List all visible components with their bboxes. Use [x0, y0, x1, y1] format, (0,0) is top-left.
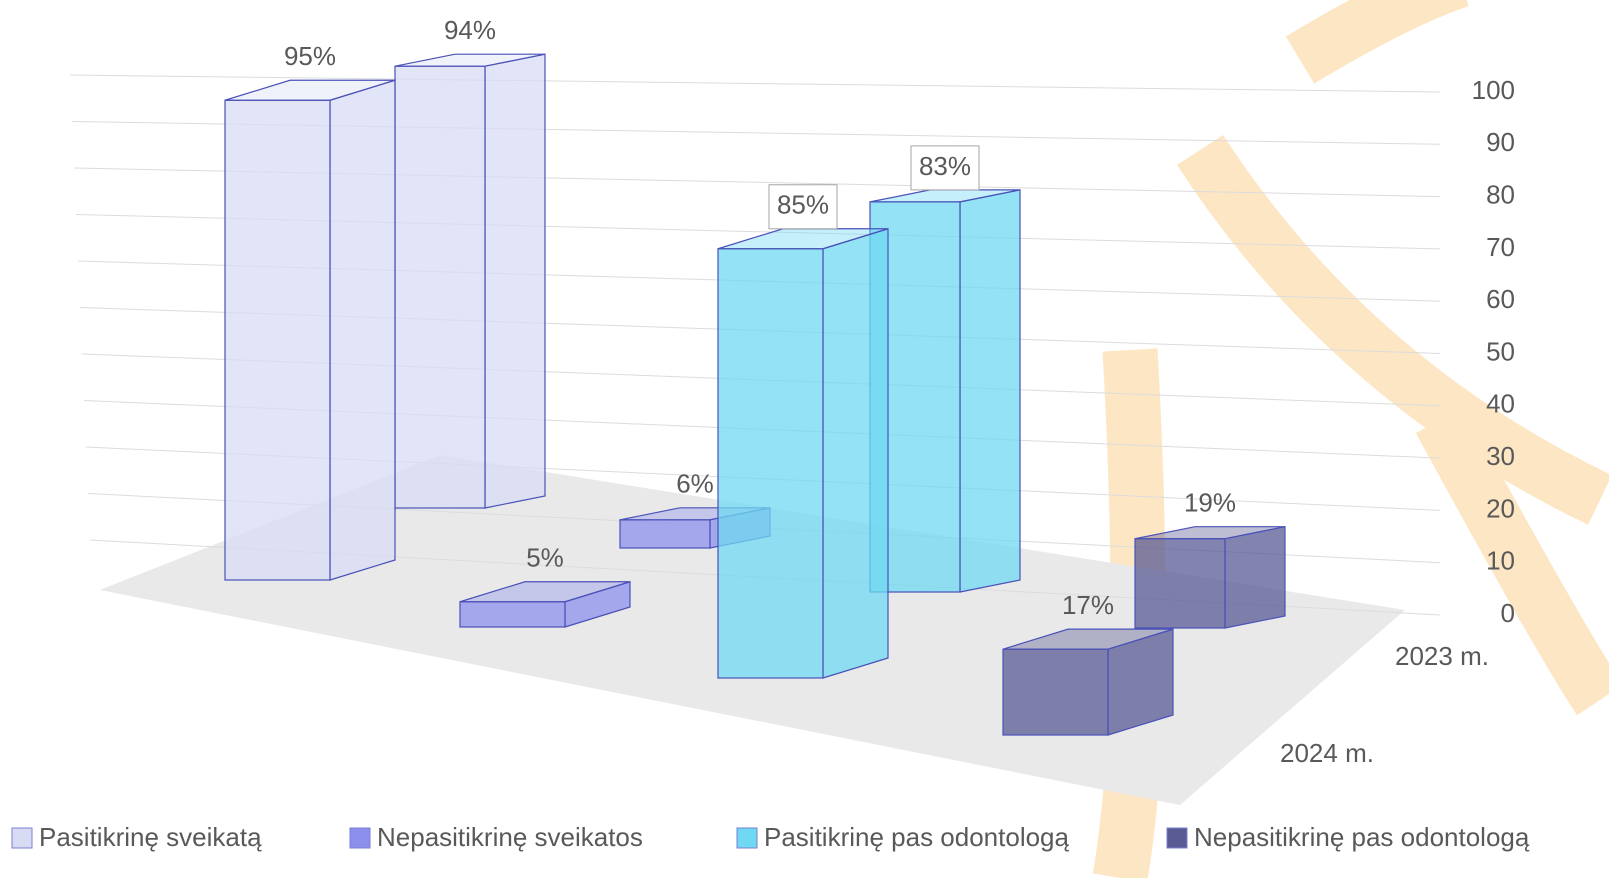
y-tick-label: 100	[1472, 75, 1515, 105]
bar-front	[395, 66, 485, 508]
legend-label: Nepasitikrinę sveikatos	[377, 822, 643, 852]
value-label: 6%	[676, 469, 714, 499]
legend-swatch	[350, 828, 370, 848]
value-label: 95%	[284, 41, 336, 71]
bar-front	[1135, 539, 1225, 628]
y-tick-label: 40	[1486, 389, 1515, 419]
legend-label: Nepasitikrinę pas odontologą	[1194, 822, 1530, 852]
bar-front	[225, 100, 330, 580]
legend-swatch	[737, 828, 757, 848]
value-label: 5%	[526, 543, 564, 573]
y-tick-label: 80	[1486, 179, 1515, 209]
category-label: 2024 m.	[1280, 738, 1374, 768]
value-label: 19%	[1184, 488, 1236, 518]
y-tick-label: 70	[1486, 232, 1515, 262]
value-label: 94%	[444, 15, 496, 45]
bar-front	[620, 520, 710, 548]
y-tick-label: 90	[1486, 127, 1515, 157]
y-tick-label: 30	[1486, 441, 1515, 471]
y-tick-label: 10	[1486, 546, 1515, 576]
bar-side	[823, 229, 888, 678]
bar-side	[330, 80, 395, 580]
bar-side	[960, 190, 1020, 592]
legend-swatch	[12, 828, 32, 848]
legend-label: Pasitikrinę pas odontologą	[764, 822, 1070, 852]
y-tick-label: 50	[1486, 336, 1515, 366]
bar-side	[1225, 527, 1285, 628]
category-label: 2023 m.	[1395, 641, 1489, 671]
value-label: 17%	[1062, 590, 1114, 620]
value-label: 85%	[777, 190, 829, 220]
y-tick-label: 60	[1486, 284, 1515, 314]
bar-front	[460, 602, 565, 627]
y-tick-label: 0	[1501, 598, 1515, 628]
value-label: 83%	[919, 151, 971, 181]
bar-front	[718, 249, 823, 678]
bar-front	[1003, 649, 1108, 735]
y-tick-label: 20	[1486, 493, 1515, 523]
legend-label: Pasitikrinę sveikatą	[39, 822, 262, 852]
bar-side	[485, 54, 545, 508]
legend-swatch	[1167, 828, 1187, 848]
chart: 0 10 20 30 40 50 60 70 80 90 100 2023 m. 2024 m. 94% 6…	[0, 0, 1609, 878]
